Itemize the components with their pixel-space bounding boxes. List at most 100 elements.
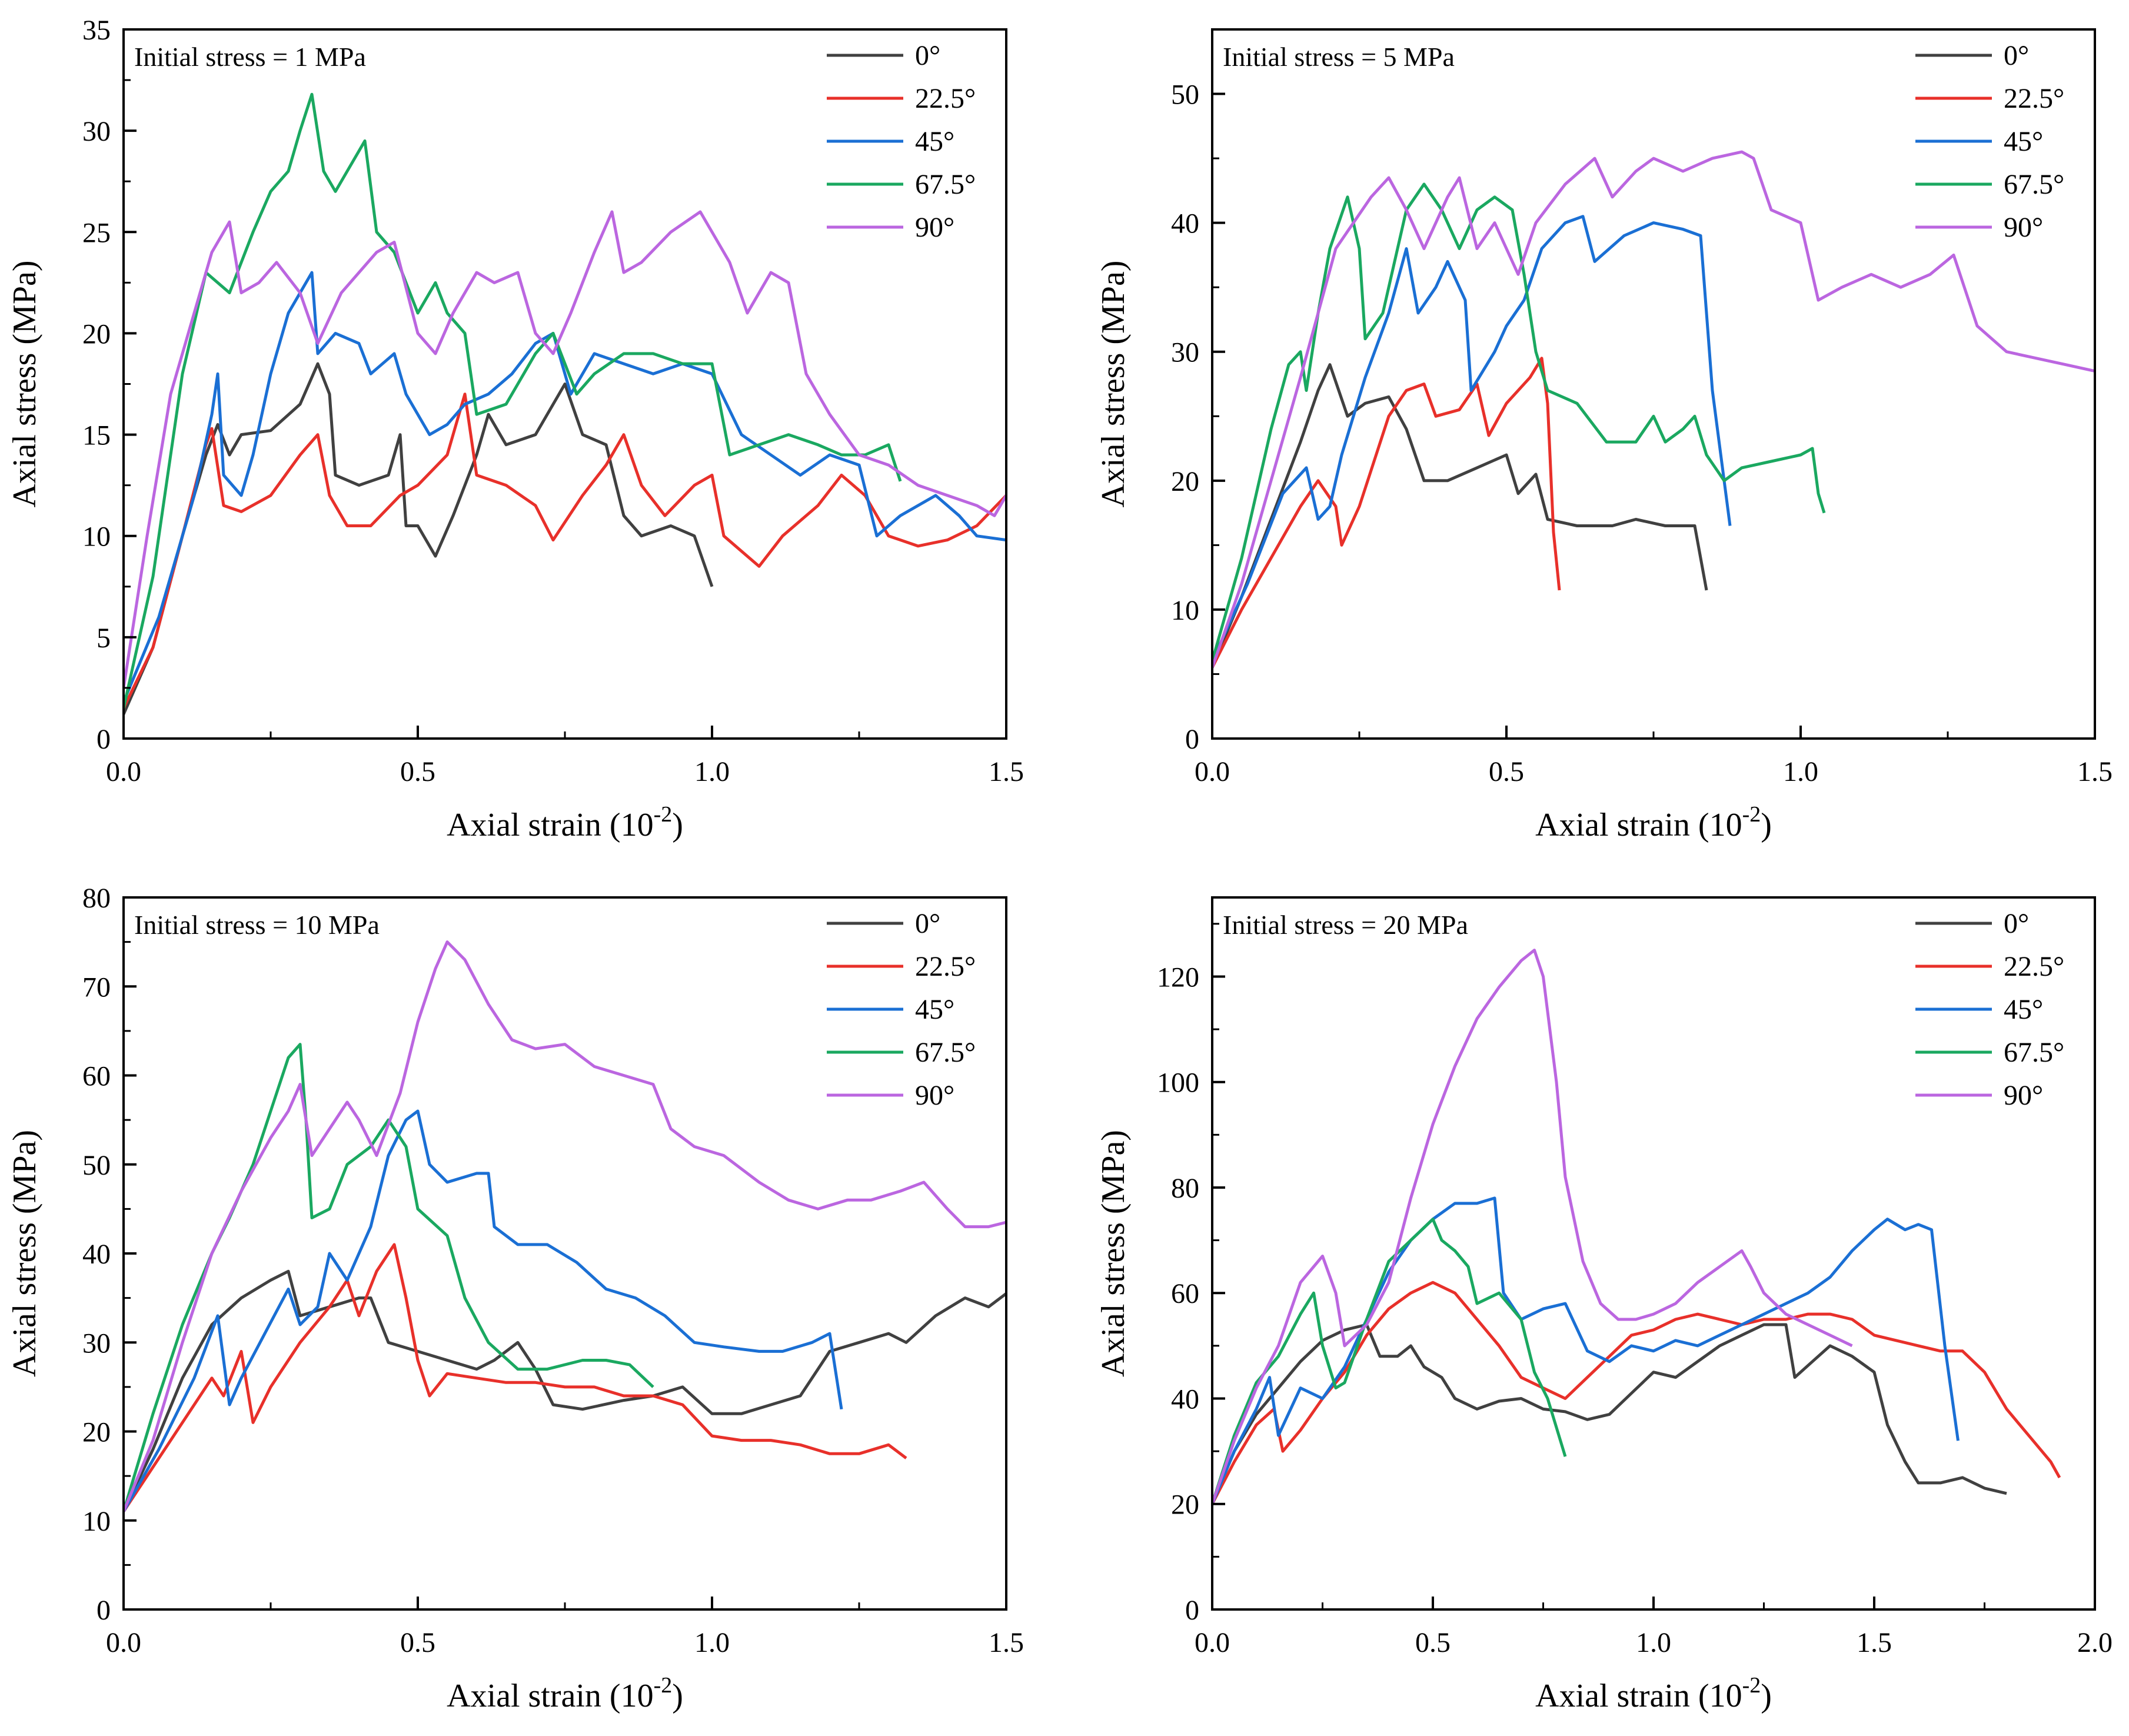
series-line xyxy=(1212,1218,1567,1505)
y-tick-label: 100 xyxy=(1157,1067,1199,1099)
series-line xyxy=(124,393,1006,709)
y-tick-label: 20 xyxy=(1171,466,1199,497)
y-tick-label: 0 xyxy=(1185,724,1199,755)
y-tick-label: 60 xyxy=(82,1061,111,1092)
series-line xyxy=(124,92,902,709)
series-line xyxy=(124,1243,907,1512)
x-tick-label: 0.0 xyxy=(1195,756,1230,787)
y-tick-label: 15 xyxy=(82,420,111,451)
x-tick-label: 1.0 xyxy=(694,1627,730,1658)
x-axis-title: Axial strain (10-2) xyxy=(1535,802,1772,843)
y-tick-label: 10 xyxy=(82,521,111,553)
y-tick-label: 40 xyxy=(1171,1384,1199,1415)
legend-label: 67.5° xyxy=(915,1037,976,1068)
x-tick-label: 1.5 xyxy=(989,1627,1024,1658)
series-line xyxy=(1212,1281,2061,1505)
x-tick-label: 1.0 xyxy=(1636,1627,1671,1658)
legend-label: 90° xyxy=(915,1080,954,1111)
panel-10mpa: 0.0 0.5 1.0 1.5 0 10 20 30 40 50 60 70 80 Axial strai… xyxy=(6,883,1024,1714)
legend-label: 90° xyxy=(915,212,954,243)
x-axis-title: Axial strain (10-2) xyxy=(447,1673,683,1714)
panel-5mpa: 0.0 0.5 1.0 1.5 0 10 20 30 40 50 Axial strain (10-… xyxy=(1095,28,2113,843)
initial-stress-annotation: Initial stress = 10 MPa xyxy=(134,910,380,940)
legend: 0° 22.5° 45° 67.5° 90° xyxy=(1915,40,2064,243)
x-tick-label: 0.0 xyxy=(106,756,141,787)
legend-label: 22.5° xyxy=(2004,951,2064,982)
series-line xyxy=(1212,150,2095,669)
initial-stress-annotation: Initial stress = 20 MPa xyxy=(1223,910,1468,940)
y-tick-label: 30 xyxy=(82,116,111,147)
x-tick-label: 1.0 xyxy=(1783,756,1818,787)
series-line xyxy=(1212,1196,1960,1505)
legend-label: 45° xyxy=(2004,994,2043,1025)
y-tick-label: 0 xyxy=(97,724,111,755)
legend: 0° 22.5° 45° 67.5° 90° xyxy=(1915,908,2064,1111)
x-tick-label: 0.0 xyxy=(1195,1627,1230,1658)
series-line xyxy=(1212,215,1732,662)
series-line xyxy=(1212,1323,2007,1505)
legend-label: 22.5° xyxy=(915,83,976,114)
legend-label: 45° xyxy=(915,994,954,1025)
x-axis-title: Axial strain (10-2) xyxy=(447,802,683,843)
series-line xyxy=(124,1109,843,1512)
series-line xyxy=(124,1269,1006,1512)
x-tick-label: 1.0 xyxy=(694,756,730,787)
y-tick-label: 30 xyxy=(82,1328,111,1359)
series-line xyxy=(124,271,1006,703)
plot-frame xyxy=(122,896,1007,1611)
x-axis-title: Axial strain (10-2) xyxy=(1535,1673,1772,1714)
legend-label: 45° xyxy=(915,126,954,157)
legend-label: 67.5° xyxy=(2004,1037,2064,1068)
plot-frame xyxy=(1211,28,2096,740)
y-axis-title: Axial stress (MPa) xyxy=(6,261,43,508)
legend-label: 0° xyxy=(2004,908,2029,939)
x-tick-label: 1.5 xyxy=(2077,756,2113,787)
x-tick-label: 0.5 xyxy=(400,756,435,787)
y-axis-title: Axial stress (MPa) xyxy=(1095,1130,1132,1377)
legend-label: 90° xyxy=(2004,1080,2043,1111)
x-tick-label: 1.5 xyxy=(989,756,1024,787)
initial-stress-annotation: Initial stress = 1 MPa xyxy=(134,42,366,72)
series-line xyxy=(1212,949,1853,1505)
series-line xyxy=(1212,357,1561,669)
y-tick-label: 20 xyxy=(82,1417,111,1448)
y-tick-label: 80 xyxy=(1171,1173,1199,1204)
legend-label: 0° xyxy=(915,908,940,939)
x-tick-label: 0.5 xyxy=(400,1627,435,1658)
legend-label: 45° xyxy=(2004,126,2043,157)
legend: 0° 22.5° 45° 67.5° 90° xyxy=(827,908,976,1111)
x-tick-label: 0.5 xyxy=(1415,1627,1451,1658)
y-tick-label: 80 xyxy=(82,883,111,914)
y-axis-title: Axial stress (MPa) xyxy=(6,1130,43,1377)
y-tick-label: 20 xyxy=(82,318,111,350)
y-axis-title: Axial stress (MPa) xyxy=(1095,261,1132,508)
y-tick-label: 0 xyxy=(1185,1595,1199,1626)
legend-label: 67.5° xyxy=(2004,169,2064,200)
x-tick-label: 1.5 xyxy=(1857,1627,1892,1658)
y-tick-label: 60 xyxy=(1171,1278,1199,1309)
y-tick-label: 40 xyxy=(1171,208,1199,240)
legend-label: 0° xyxy=(2004,40,2029,71)
y-tick-label: 50 xyxy=(82,1150,111,1181)
y-tick-label: 5 xyxy=(97,623,111,654)
x-tick-label: 2.0 xyxy=(2077,1627,2113,1658)
legend-label: 67.5° xyxy=(915,169,976,200)
y-tick-label: 50 xyxy=(1171,79,1199,111)
series-line xyxy=(124,362,714,715)
legend-label: 90° xyxy=(2004,212,2043,243)
y-tick-label: 40 xyxy=(82,1239,111,1270)
legend-label: 0° xyxy=(915,40,940,71)
plot-frame xyxy=(1211,896,2096,1611)
legend-label: 22.5° xyxy=(915,951,976,982)
y-tick-label: 35 xyxy=(82,15,111,46)
initial-stress-annotation: Initial stress = 5 MPa xyxy=(1223,42,1455,72)
y-tick-label: 10 xyxy=(1171,595,1199,626)
y-tick-label: 20 xyxy=(1171,1489,1199,1521)
x-tick-label: 0.0 xyxy=(106,1627,141,1658)
y-tick-label: 70 xyxy=(82,972,111,1003)
panel-1mpa: 0.0 0.5 1.0 1.5 0 5 10 15 20 25 30 35 Axial strain (… xyxy=(6,15,1024,843)
legend-label: 22.5° xyxy=(2004,83,2064,114)
series-line xyxy=(1212,363,1708,669)
y-tick-label: 0 xyxy=(97,1595,111,1626)
